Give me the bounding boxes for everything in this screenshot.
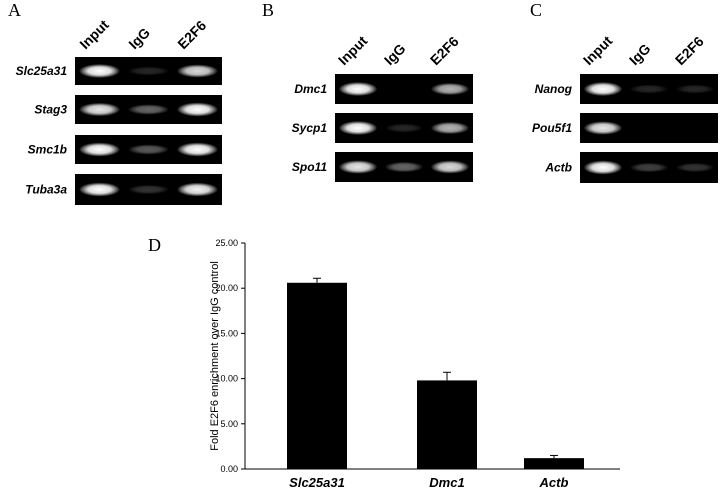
lane-label: IgG xyxy=(626,40,654,68)
y-axis-title: Fold E2F6 enrichment over IgG control xyxy=(209,261,221,451)
gel-band xyxy=(430,121,470,135)
gel-band xyxy=(629,84,669,94)
x-tick-label: Actb xyxy=(539,475,569,490)
gene-label: Nanog xyxy=(535,82,573,96)
bar xyxy=(524,458,584,469)
gel-band xyxy=(384,161,424,173)
gel-band xyxy=(78,182,121,197)
y-tick-label: 0.00 xyxy=(220,464,238,474)
gel-band xyxy=(176,102,219,117)
lane-label: Input xyxy=(580,32,616,68)
gel-band xyxy=(583,160,623,175)
gel-band xyxy=(78,102,121,117)
gel-band xyxy=(127,144,170,155)
lane-label: Input xyxy=(76,16,112,52)
x-tick-label: Dmc1 xyxy=(429,475,464,490)
gel-band xyxy=(176,182,219,197)
lane-label: IgG xyxy=(125,24,153,52)
gel-band xyxy=(675,84,715,94)
y-tick-label: 10.00 xyxy=(215,374,238,384)
y-tick-label: 15.00 xyxy=(215,328,238,338)
gel-band xyxy=(78,142,121,157)
lane-label: E2F6 xyxy=(174,17,209,52)
gene-label: Spo11 xyxy=(292,160,327,174)
y-tick-label: 5.00 xyxy=(220,419,238,429)
gel-band xyxy=(127,184,170,195)
lane-label: E2F6 xyxy=(427,33,462,68)
gel-band xyxy=(176,142,219,157)
gene-label: Dmc1 xyxy=(294,82,327,96)
gel-band xyxy=(78,64,121,78)
gel-band xyxy=(583,121,623,135)
panel-letter: B xyxy=(262,0,274,20)
y-tick-label: 20.00 xyxy=(215,283,238,293)
bar xyxy=(417,380,477,469)
x-tick-label: Slc25a31 xyxy=(289,475,345,490)
gene-label: Stag3 xyxy=(34,103,67,117)
gene-label: Actb xyxy=(544,161,572,175)
gel-band xyxy=(430,82,470,96)
panel-letter: A xyxy=(8,0,21,20)
gel-band xyxy=(583,82,623,96)
gel-band xyxy=(127,66,170,76)
gene-label: Slc25a31 xyxy=(16,64,68,78)
gel-band xyxy=(176,64,219,78)
gel-band xyxy=(384,123,424,133)
gene-label: Pou5f1 xyxy=(532,121,572,135)
gel-band xyxy=(675,162,715,173)
gene-label: Smc1b xyxy=(28,143,67,157)
gel-band xyxy=(629,162,669,173)
panel-letter: D xyxy=(148,235,161,255)
gene-label: Tuba3a xyxy=(25,183,67,197)
gel-band xyxy=(338,82,378,96)
lane-label: IgG xyxy=(381,40,409,68)
gel-band xyxy=(127,104,170,115)
bar xyxy=(287,282,347,469)
lane-label: Input xyxy=(335,32,371,68)
gel-band xyxy=(338,160,378,174)
gel-band xyxy=(430,160,470,174)
panel-letter: C xyxy=(530,0,542,20)
gene-label: Sycp1 xyxy=(292,121,328,135)
gel-band xyxy=(338,121,378,135)
y-tick-label: 25.00 xyxy=(215,238,238,248)
lane-label: E2F6 xyxy=(672,33,707,68)
